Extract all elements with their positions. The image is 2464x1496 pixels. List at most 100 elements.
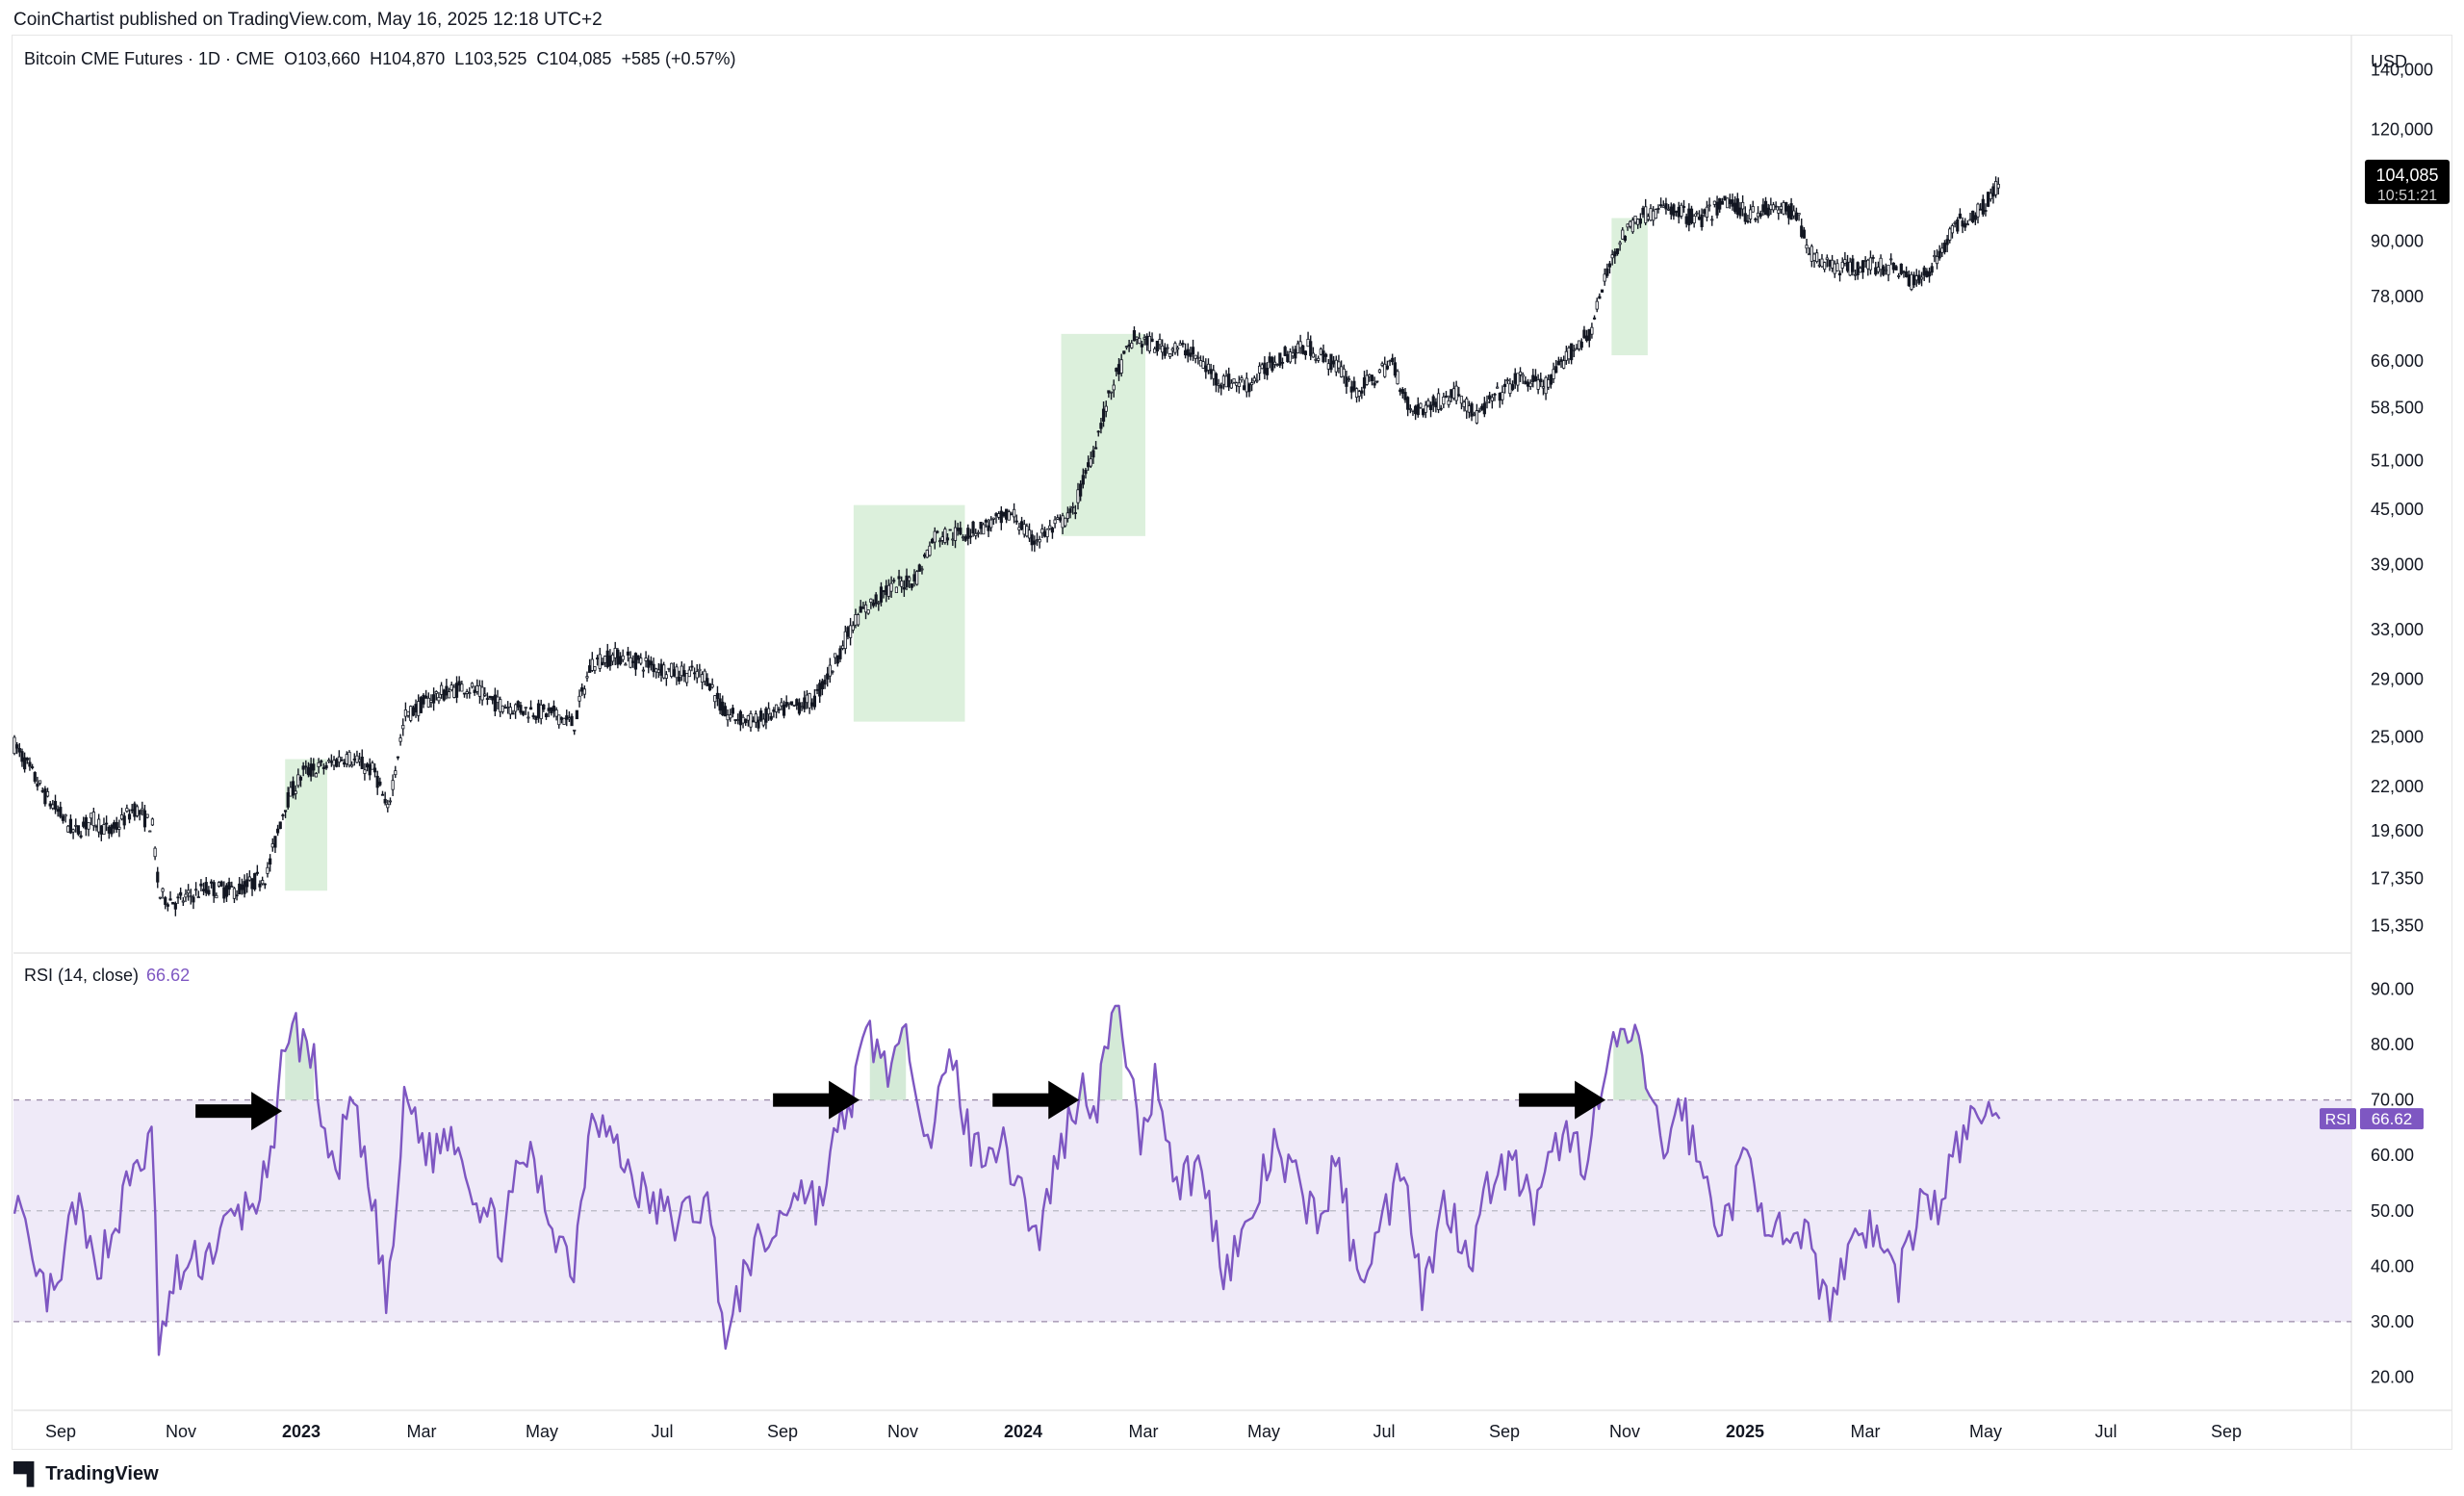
candle-body [1229,382,1233,389]
candle-body [1147,335,1151,352]
candle-body [1866,259,1870,270]
candle-body [1687,208,1691,226]
candle-body [273,836,277,848]
candle-body [1907,274,1911,287]
candle-body [531,714,535,718]
candle-body [1161,346,1165,353]
candle-body [710,684,714,688]
candle-body [562,717,566,726]
candle-body [1603,273,1606,282]
candle-body [130,809,134,812]
candle-body [1567,348,1571,360]
candle-body [207,890,211,895]
candle-body [1221,375,1226,385]
candle-body [588,665,592,673]
candle-body [1684,216,1688,224]
candle-body [1393,362,1397,376]
candle-body [526,716,530,719]
candle-body [1879,257,1883,271]
time-axis-tick: Mar [1129,1422,1159,1441]
candle-body [1112,384,1116,391]
candle-body [1235,382,1239,386]
candle-body [1843,259,1847,264]
candle-body [1329,353,1333,371]
candle-body [66,825,70,833]
candle-body [1447,400,1450,405]
candle-body [329,761,333,763]
candle-body [1582,329,1586,339]
candle-body [1945,239,1949,245]
candle-body [1769,204,1773,210]
candle-body [1457,394,1461,397]
candle-body [1851,258,1855,272]
candle-body [1661,205,1665,208]
candle-body [521,710,526,715]
candle-body [1198,360,1203,367]
candle-body [1984,210,1988,212]
time-axis-tick: Mar [1851,1422,1881,1441]
candle-body [682,670,686,677]
candle-body [1334,359,1338,373]
candle-body [1669,206,1673,215]
time-axis-tick: Sep [2211,1422,2242,1441]
highlight-zone-3 [1611,218,1648,356]
candle-body [434,691,438,694]
candle-body [1459,396,1464,404]
candle-body [1968,219,1972,221]
candle-body [1388,360,1392,363]
arrow-shaft [992,1093,1053,1107]
candle-body [1058,517,1063,521]
candle-body [1987,192,1990,207]
legend-low: L103,525 [454,49,527,68]
candle-body [1595,300,1599,310]
candle-body [247,876,251,881]
footer-brand[interactable]: ▀▌ TradingView [13,1461,159,1486]
candle-body [87,822,90,830]
candle-body [1365,374,1369,385]
candle-body [1925,271,1929,277]
candle-body [780,702,783,707]
candle-body [1373,382,1376,386]
candle-body [1268,356,1271,363]
rsi-overbought-fill-2 [1079,1005,1123,1100]
candle-body [744,718,748,724]
candle-body [1068,508,1072,513]
candle-body [33,772,37,782]
candle-body [1935,256,1939,265]
candle-body [1856,262,1860,275]
candle-body [808,693,811,709]
candle-body [1922,267,1926,276]
candle-body [1490,397,1494,401]
candle-body [1385,365,1390,370]
candle-body [1919,276,1924,280]
candle-body [1899,263,1903,274]
candle-body [332,760,336,766]
candle-body [917,564,921,572]
candle-body [23,757,27,770]
candle-body [828,664,832,677]
candle-body [1743,213,1747,222]
candle-body [1309,341,1313,356]
candle-body [337,756,341,763]
candle-body [201,889,206,891]
candle-body [1735,198,1739,215]
candle-body [286,792,290,808]
candle-body [452,686,456,698]
candle-body [161,888,165,892]
candle-body [826,673,830,680]
candle-body [238,883,242,895]
annotation-arrow-icon [992,1080,1080,1120]
candle-body [759,710,763,721]
candle-body [127,813,132,820]
candle-body [181,900,185,903]
candle-body [301,765,305,770]
candle-body [1124,346,1129,348]
candle-body [230,886,234,888]
time-axis-tick: Sep [1489,1422,1520,1441]
candle-body [1076,489,1080,503]
rsi-value-marker [2360,1108,2424,1130]
candle-body [1965,223,1969,226]
candle-body [25,758,29,761]
candle-body [1428,404,1433,410]
